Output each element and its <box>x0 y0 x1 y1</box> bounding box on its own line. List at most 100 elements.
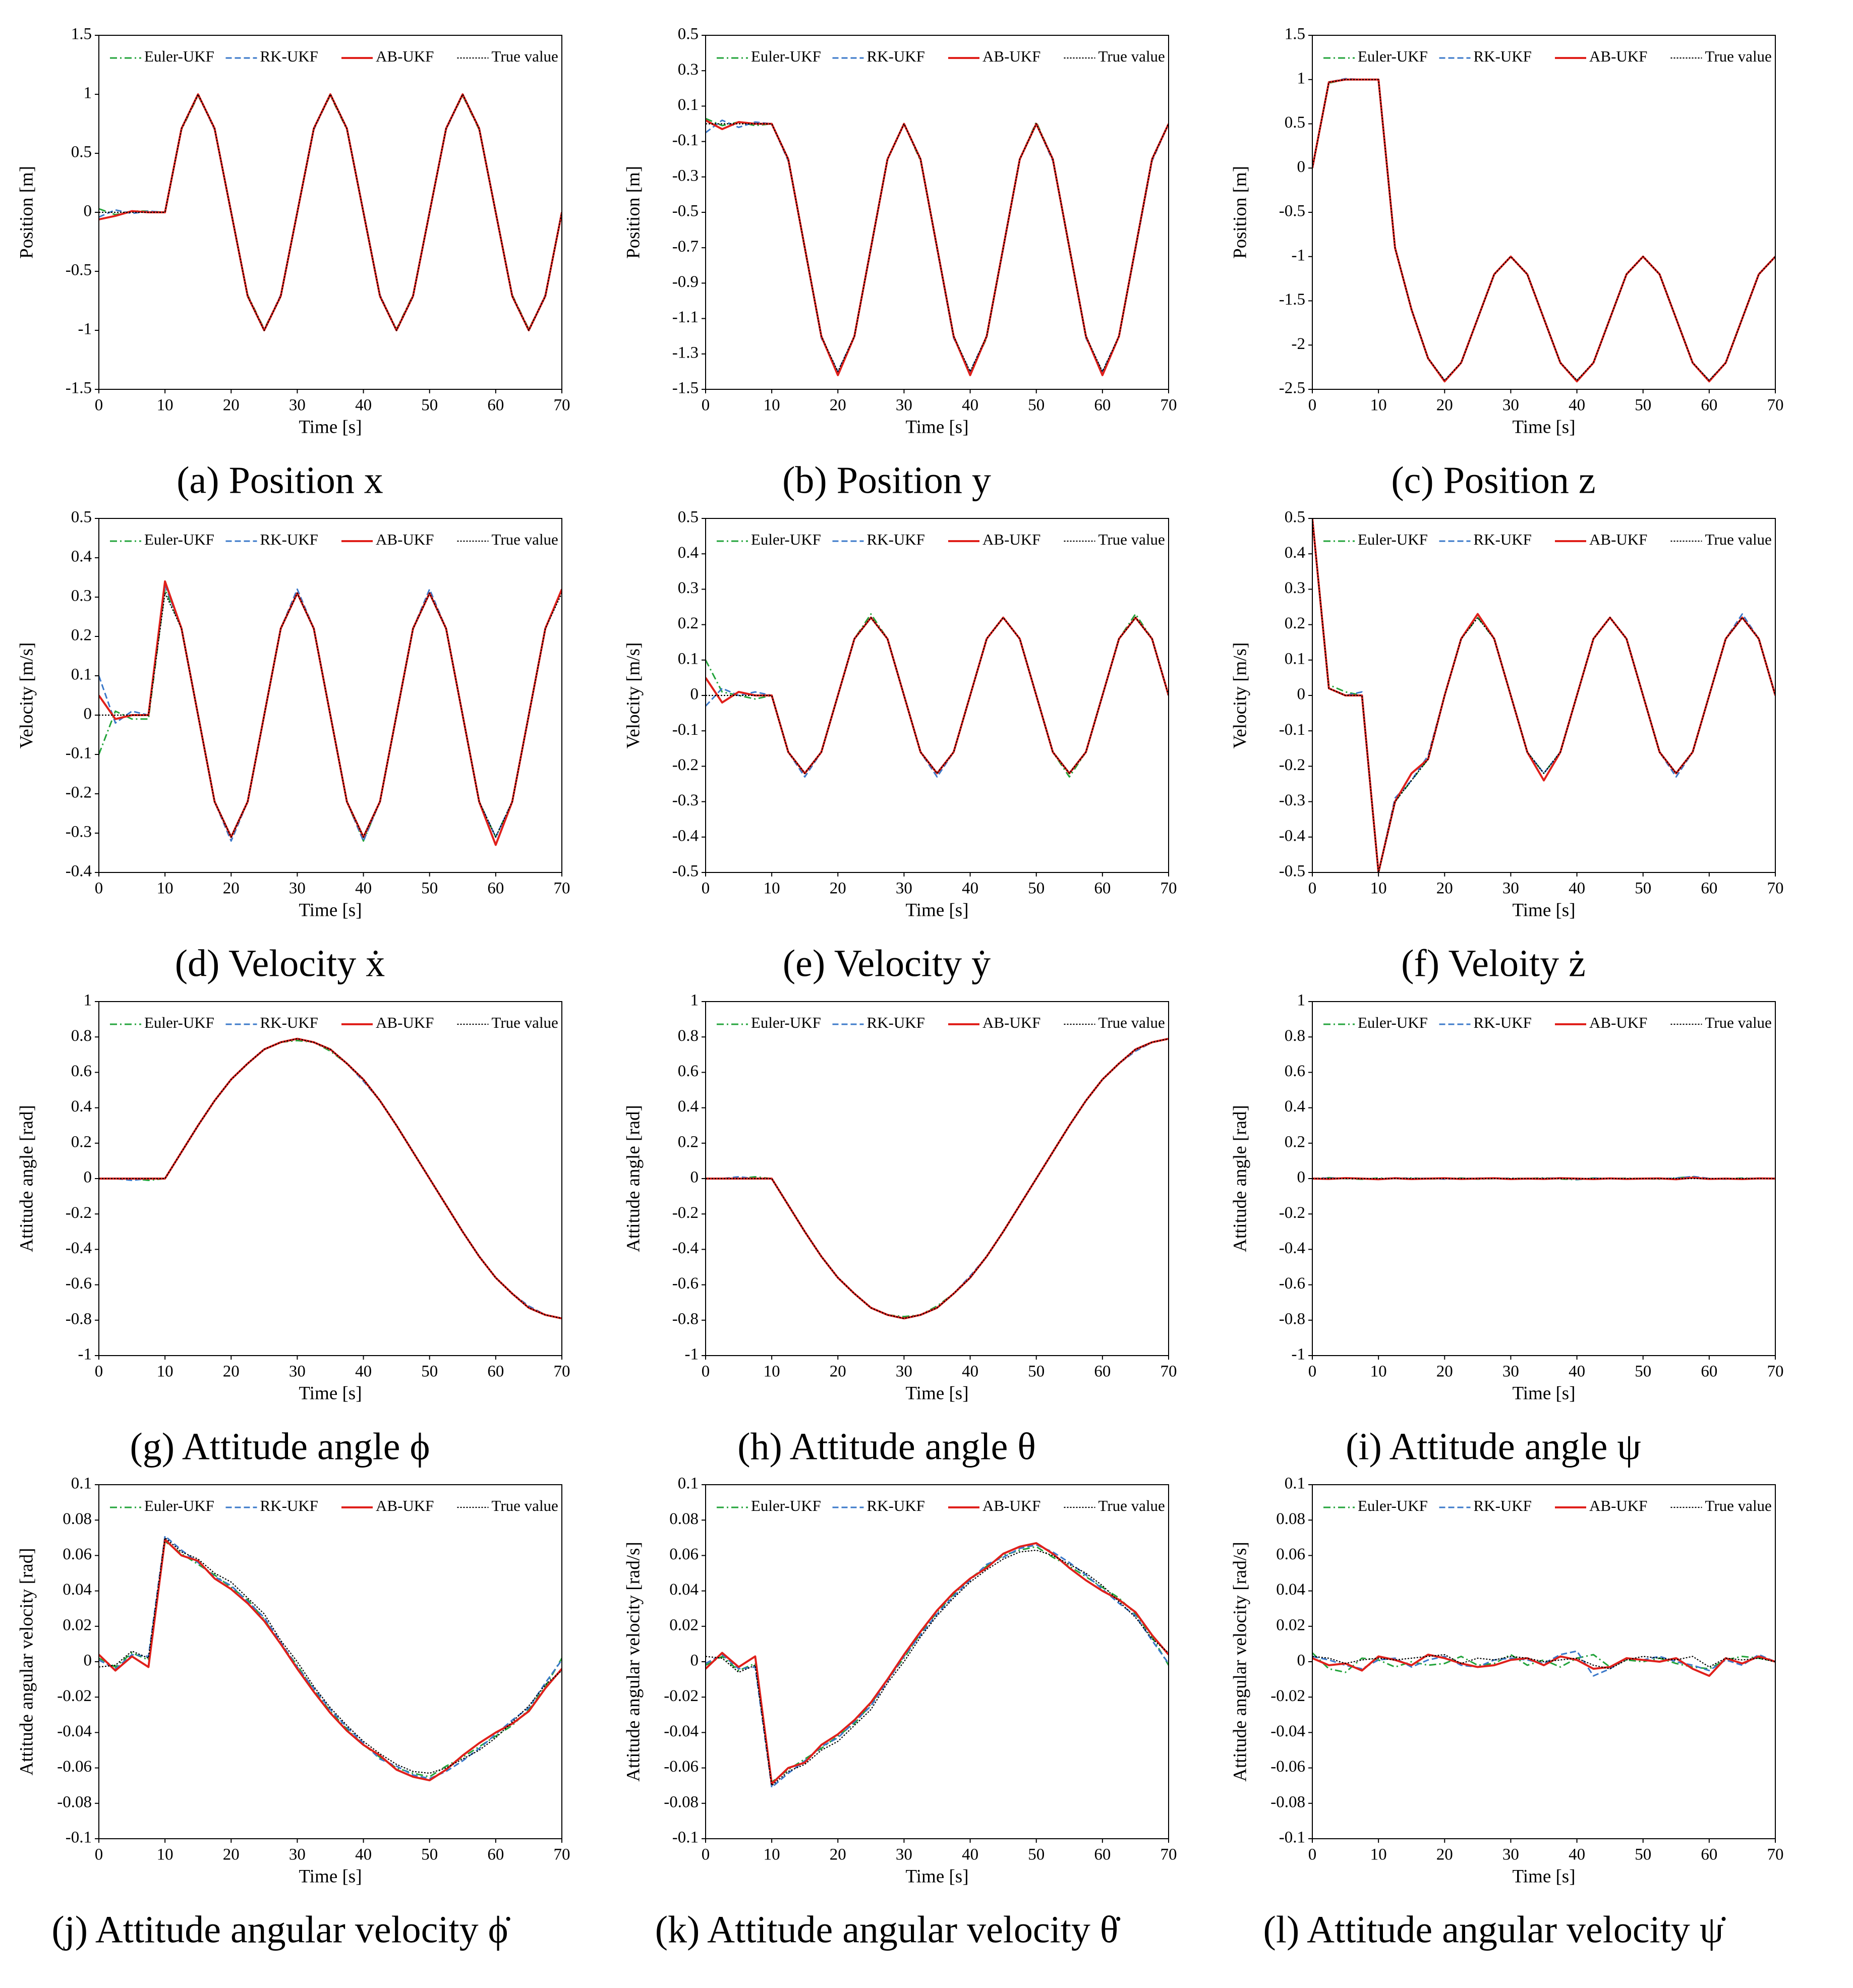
y-tick-label: -0.1 <box>1279 1829 1305 1847</box>
caption: (c) Position z <box>1391 459 1595 501</box>
series-line <box>706 616 1169 775</box>
x-tick-label: 70 <box>554 880 570 898</box>
x-tick-label: 10 <box>1370 396 1387 415</box>
x-tick-label: 40 <box>355 396 372 415</box>
y-tick-label: 0.1 <box>1285 1475 1305 1493</box>
x-tick-label: 10 <box>764 880 780 898</box>
x-tick-label: 0 <box>1308 396 1317 415</box>
x-tick-label: 10 <box>764 1363 780 1381</box>
series-line <box>706 613 1169 778</box>
legend-label: True value <box>1098 1497 1165 1514</box>
y-tick-label: 0.3 <box>678 579 699 597</box>
x-tick-label: 0 <box>1308 1363 1317 1381</box>
series-line <box>99 1038 562 1319</box>
x-tick-label: 0 <box>95 880 103 898</box>
y-tick-label: -0.1 <box>66 744 92 763</box>
x-tick-label: 30 <box>289 396 306 415</box>
series-line <box>99 1540 562 1778</box>
y-tick-label: -1 <box>1292 246 1306 264</box>
y-tick-label: 0.06 <box>63 1545 92 1563</box>
y-tick-label: -0.5 <box>66 261 92 279</box>
x-tick-label: 50 <box>421 1846 438 1864</box>
y-tick-label: 0.6 <box>678 1062 699 1080</box>
y-axis-title: Velocity [m/s] <box>1230 642 1250 749</box>
x-tick-label: 70 <box>554 1363 570 1381</box>
x-tick-label: 50 <box>1635 880 1651 898</box>
x-axis-title: Time [s] <box>905 900 968 920</box>
x-tick-label: 30 <box>289 880 306 898</box>
x-tick-label: 50 <box>421 1363 438 1381</box>
y-axis-title: Position [m] <box>16 166 37 259</box>
panel: -2.5 -2 -1.5 -1 -0.5 0 0.5 1 1.5 0 10 20 30 40 50 60 70 T… <box>1230 25 1783 502</box>
x-tick-label: 10 <box>1370 1363 1387 1381</box>
series-group <box>99 580 562 846</box>
series-line <box>706 1038 1169 1319</box>
y-tick-label: 0 <box>1297 1168 1306 1187</box>
series-line <box>99 1535 562 1780</box>
y-tick-label: -0.6 <box>1279 1274 1305 1293</box>
legend-label: True value <box>1705 47 1772 65</box>
y-tick-label: -0.8 <box>672 1310 699 1328</box>
series-line <box>1312 518 1775 872</box>
y-tick-label: -1 <box>1292 1346 1306 1364</box>
y-tick-label: 0.08 <box>1276 1510 1305 1528</box>
series-line <box>99 580 562 846</box>
panel: -0.5 -0.4 -0.3 -0.2 -0.1 0 0.1 0.2 0.3 0.4 0.5 0 10 2… <box>1230 508 1783 985</box>
x-tick-label: 60 <box>1094 1363 1111 1381</box>
legend-label: AB-UKF <box>982 531 1040 548</box>
series-line <box>1312 79 1775 381</box>
y-axis-title: Attitude angle [rad] <box>623 1105 644 1252</box>
x-axis-title: Time [s] <box>1512 900 1575 920</box>
x-tick-label: 40 <box>962 1846 978 1864</box>
y-tick-label: -0.4 <box>1279 827 1305 845</box>
y-tick-label: -0.5 <box>1279 862 1305 881</box>
y-tick-label: 0.8 <box>678 1027 699 1045</box>
legend-label: Euler-UKF <box>144 47 214 65</box>
y-tick-label: 0.5 <box>1285 508 1305 527</box>
legend-label: Euler-UKF <box>751 1497 821 1514</box>
y-tick-label: -0.2 <box>672 756 699 774</box>
series-line <box>706 1542 1169 1785</box>
x-tick-label: 40 <box>962 880 978 898</box>
y-tick-label: -0.6 <box>66 1274 92 1293</box>
x-tick-label: 60 <box>1094 396 1111 415</box>
y-tick-label: 0.02 <box>669 1616 699 1634</box>
legend-label: Euler-UKF <box>751 1014 821 1031</box>
y-tick-label: -0.08 <box>1270 1793 1305 1811</box>
panel: -0.5 -0.4 -0.3 -0.2 -0.1 0 0.1 0.2 0.3 0.4 0.5 0 10 2… <box>623 508 1177 985</box>
x-axis-title: Time [s] <box>299 1866 362 1887</box>
y-tick-label: -0.04 <box>664 1722 699 1740</box>
y-tick-label: -0.02 <box>57 1687 92 1705</box>
legend-label: Euler-UKF <box>1358 47 1428 65</box>
x-tick-label: 40 <box>1569 880 1585 898</box>
series-line <box>1312 78 1775 381</box>
x-tick-label: 10 <box>157 880 173 898</box>
x-tick-label: 60 <box>487 396 504 415</box>
y-tick-label: -0.02 <box>1270 1687 1305 1705</box>
x-tick-label: 0 <box>95 1846 103 1864</box>
caption: (h) Attitude angle θ <box>737 1425 1036 1468</box>
y-tick-label: -0.3 <box>66 823 92 841</box>
legend-label: Euler-UKF <box>144 1497 214 1514</box>
caption: (a) Position x <box>177 459 383 501</box>
y-tick-label: -0.4 <box>1279 1239 1305 1257</box>
legend-label: True value <box>1705 1497 1772 1514</box>
x-tick-label: 20 <box>830 1363 846 1381</box>
series-line <box>1312 1650 1775 1677</box>
y-tick-label: 0.2 <box>1285 1133 1305 1151</box>
x-tick-label: 30 <box>1502 396 1519 415</box>
series-line <box>1312 518 1775 872</box>
y-tick-label: -0.2 <box>672 1204 699 1222</box>
legend-label: AB-UKF <box>376 1014 434 1031</box>
y-tick-label: -0.3 <box>672 166 699 185</box>
legend-label: True value <box>492 47 558 65</box>
y-tick-label: 0.6 <box>71 1062 92 1080</box>
y-tick-label: 0.06 <box>1276 1545 1305 1563</box>
y-tick-label: -0.1 <box>66 1829 92 1847</box>
y-axis-title: Attitude angular velocity [rad/s] <box>1230 1542 1250 1782</box>
y-axis-title: Attitude angle [rad] <box>16 1105 37 1252</box>
x-tick-label: 50 <box>1635 1363 1651 1381</box>
y-tick-label: 0 <box>84 202 92 220</box>
y-tick-label: -1 <box>78 1346 92 1364</box>
